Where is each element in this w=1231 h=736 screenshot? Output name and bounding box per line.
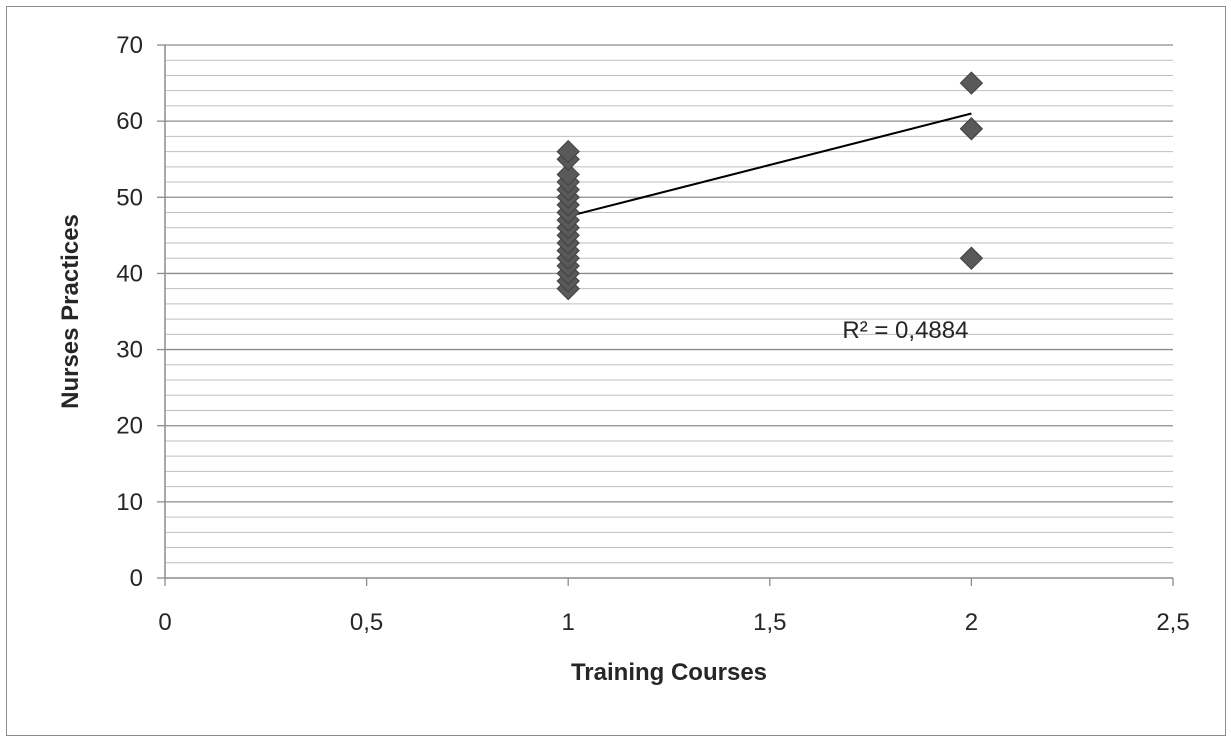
x-ticks: 0 0,5 1 1,5 2 2,5 bbox=[158, 578, 1190, 636]
x-axis-title: Training Courses bbox=[571, 659, 767, 686]
x-tick-label: 0,5 bbox=[350, 609, 383, 636]
data-point bbox=[959, 246, 984, 270]
gridlines bbox=[165, 44, 1173, 564]
data-point bbox=[556, 139, 580, 164]
y-tick-label: 0 bbox=[130, 565, 143, 592]
r-squared-annotation: R² = 0,4884 bbox=[842, 317, 968, 344]
data-point bbox=[959, 117, 984, 141]
y-tick-label: 50 bbox=[116, 184, 143, 211]
trendline bbox=[567, 112, 972, 218]
y-tick-label: 10 bbox=[116, 489, 143, 516]
x-tick-label: 1 bbox=[562, 609, 575, 636]
axes bbox=[164, 45, 1173, 579]
data-point bbox=[959, 71, 984, 95]
trendline-group bbox=[567, 112, 972, 218]
y-ticks: 0 10 20 30 40 50 60 70 bbox=[116, 32, 165, 592]
y-tick-label: 70 bbox=[116, 32, 143, 59]
y-tick-label: 60 bbox=[116, 108, 143, 135]
x-tick-label: 1,5 bbox=[753, 609, 786, 636]
data-point bbox=[556, 162, 580, 187]
y-tick-label: 20 bbox=[116, 413, 143, 440]
chart-frame bbox=[6, 6, 1226, 736]
x-tick-label: 2 bbox=[965, 609, 978, 636]
x-tick-label: 0 bbox=[158, 609, 171, 636]
data-points bbox=[556, 71, 984, 301]
y-axis-title: Nurses Practices bbox=[57, 214, 84, 409]
y-tick-label: 40 bbox=[116, 260, 143, 287]
x-tick-label: 2,5 bbox=[1156, 609, 1189, 636]
y-tick-label: 30 bbox=[116, 337, 143, 364]
